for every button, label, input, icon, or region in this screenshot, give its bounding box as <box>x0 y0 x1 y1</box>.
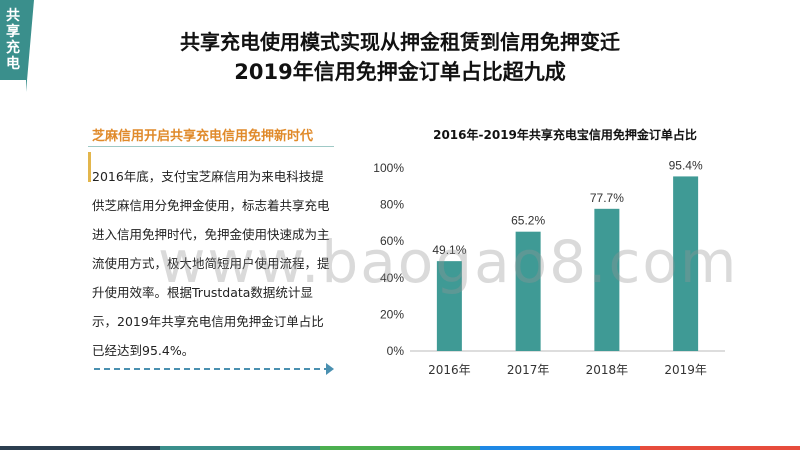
data-label: 95.4% <box>669 158 703 172</box>
bar <box>436 261 462 351</box>
section-tab-label: 共享充电 <box>6 8 20 72</box>
y-tick-label: 60% <box>380 234 404 248</box>
accent-bar <box>88 152 91 182</box>
bottom-stripe <box>320 446 480 450</box>
page-title-line-1: 共享充电使用模式实现从押金租赁到信用免押变迁 <box>180 30 620 54</box>
x-tick-label: 2019年 <box>664 363 707 377</box>
x-tick-label: 2018年 <box>586 363 629 377</box>
bottom-stripe <box>640 446 800 450</box>
x-tick-label: 2016年 <box>428 363 471 377</box>
page-title-line-2: 2019年信用免押金订单占比超九成 <box>234 60 566 84</box>
bottom-color-bar <box>0 446 800 450</box>
y-tick-label: 100% <box>373 161 404 175</box>
bottom-stripe <box>0 446 160 450</box>
x-tick-label: 2017年 <box>507 363 550 377</box>
bar <box>594 208 620 351</box>
data-label: 77.7% <box>590 191 624 205</box>
left-panel-body: 2016年底，支付宝芝麻信用为来电科技提供芝麻信用分免押金使用，标志着共享充电进… <box>92 169 330 358</box>
bar <box>515 231 541 351</box>
data-label: 65.2% <box>511 214 545 228</box>
y-tick-label: 0% <box>387 344 405 358</box>
bar-chart: 0% 20% 40% 60% 80% 100% 49.1% 2016年 65.2% 2017年 77… <box>373 158 725 377</box>
bar <box>673 176 699 351</box>
left-panel-subheading: 芝麻信用开启共享充电信用免押新时代 <box>92 129 314 144</box>
data-label: 49.1% <box>432 243 466 257</box>
y-tick-label: 80% <box>380 198 404 212</box>
section-tab: 共享充电 <box>0 0 34 92</box>
y-tick-label: 20% <box>380 307 404 321</box>
dashed-divider <box>94 368 330 370</box>
watermark: www.baogao8.com <box>158 228 739 296</box>
chart-title: 2016年-2019年共享充电宝信用免押金订单占比 <box>433 128 697 142</box>
y-tick-label: 40% <box>380 271 404 285</box>
bottom-stripe <box>160 446 320 450</box>
bottom-stripe <box>480 446 640 450</box>
dashed-divider-arrow-icon <box>326 363 334 375</box>
subheading-underline <box>88 146 334 147</box>
